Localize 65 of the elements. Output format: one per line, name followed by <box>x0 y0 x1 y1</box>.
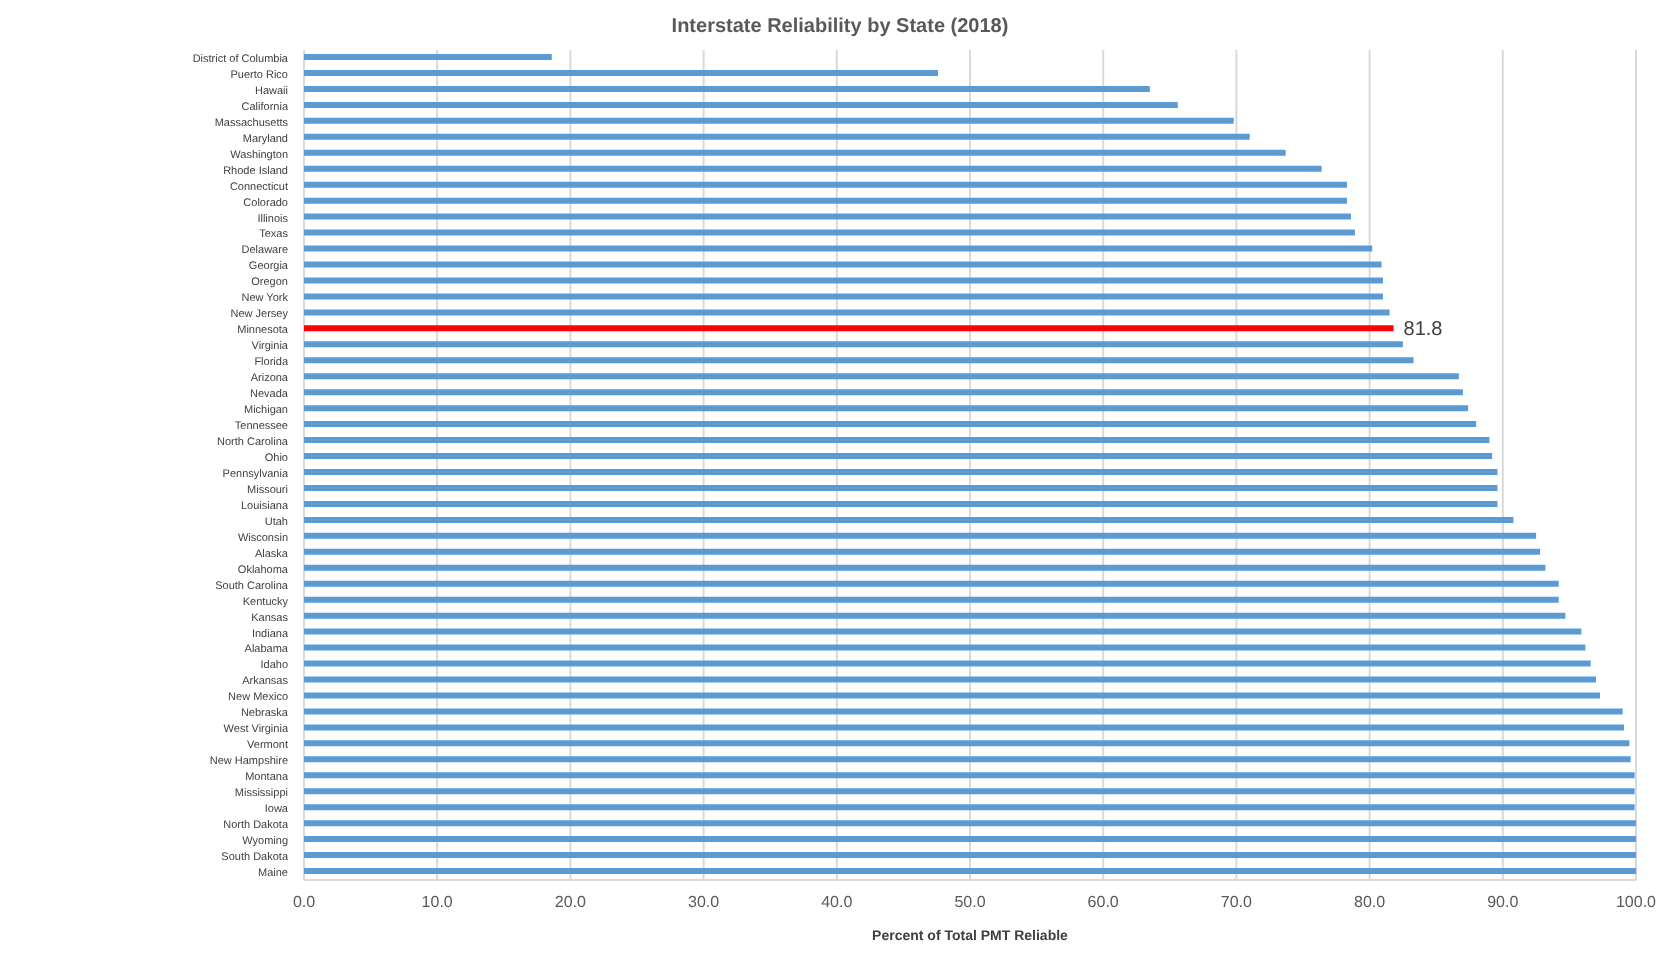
x-tick-label: 10.0 <box>421 893 454 912</box>
bar <box>304 165 1322 172</box>
bar <box>304 341 1403 348</box>
bar <box>304 85 1150 92</box>
bar <box>304 69 939 76</box>
x-tick-label: 90.0 <box>1487 893 1520 912</box>
bar <box>304 548 1541 555</box>
x-tick-label: 50.0 <box>954 893 987 912</box>
bar <box>304 133 1250 140</box>
bar <box>304 245 1373 252</box>
bar <box>304 580 1559 587</box>
bar <box>304 836 1636 843</box>
x-tick-label: 70.0 <box>1220 893 1254 912</box>
bar <box>304 708 1623 715</box>
bar <box>304 532 1537 539</box>
bar <box>304 484 1498 491</box>
bar <box>304 325 1394 332</box>
bar <box>304 772 1635 779</box>
bar <box>304 437 1490 444</box>
bar <box>304 453 1493 460</box>
x-tick-label: 100.0 <box>1615 893 1658 912</box>
x-tick-label: 20.0 <box>554 893 588 912</box>
bar <box>304 469 1498 475</box>
bar <box>304 117 1234 124</box>
bar <box>304 309 1390 316</box>
bar <box>304 692 1601 699</box>
x-tick-label: 40.0 <box>821 893 854 912</box>
bar <box>304 868 1636 875</box>
bar <box>304 421 1477 428</box>
bar <box>304 54 552 60</box>
bar <box>304 660 1591 667</box>
bar <box>304 644 1586 651</box>
bar <box>304 261 1382 268</box>
bar <box>304 500 1498 507</box>
bar <box>304 740 1630 747</box>
bar <box>304 181 1347 188</box>
bar <box>304 357 1414 364</box>
bar <box>304 756 1631 763</box>
bar <box>304 373 1459 380</box>
bar <box>304 628 1582 635</box>
bar <box>304 788 1635 795</box>
bar <box>304 724 1625 731</box>
bar <box>304 852 1636 859</box>
bar <box>304 612 1566 619</box>
chart-title: Interstate Reliability by State (2018) <box>669 16 1011 38</box>
x-tick-label: 30.0 <box>688 893 721 912</box>
bar <box>304 293 1383 300</box>
bar <box>304 229 1355 236</box>
bar <box>304 820 1636 827</box>
bar <box>304 676 1597 683</box>
bar <box>304 804 1635 811</box>
bar <box>304 405 1469 412</box>
data-label: 81.8 <box>1403 319 1444 342</box>
x-tick-label: 0.0 <box>292 893 317 912</box>
x-tick-label: 80.0 <box>1354 893 1387 912</box>
bar <box>304 596 1559 603</box>
bar <box>304 197 1347 204</box>
bar <box>304 213 1351 220</box>
bar <box>304 516 1514 523</box>
bar <box>304 564 1546 571</box>
bar <box>304 389 1463 396</box>
bar <box>304 101 1178 108</box>
x-tick-label: 60.0 <box>1087 893 1120 912</box>
bar <box>304 149 1286 156</box>
bar <box>304 277 1383 284</box>
